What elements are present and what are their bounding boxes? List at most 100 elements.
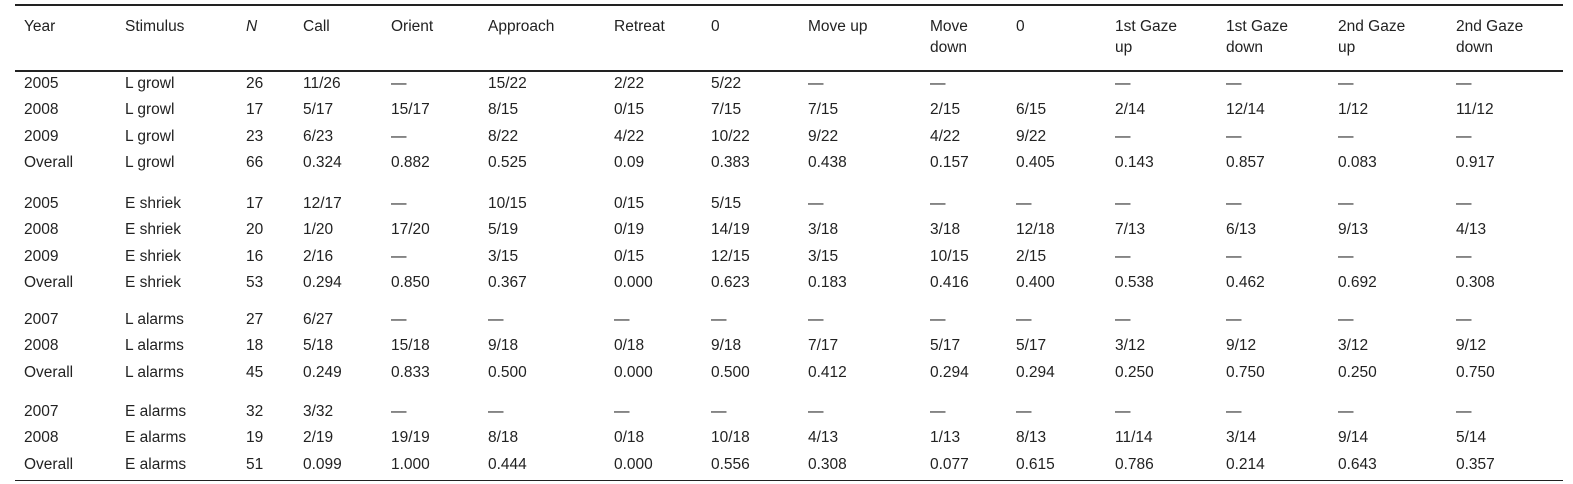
table-cell: 0.462 [1226, 273, 1265, 291]
table-cell: 6/15 [1016, 101, 1047, 119]
table-cell: 1/20 [303, 221, 334, 239]
table-cell: 2009 [24, 127, 59, 145]
table-cell: L alarms [125, 363, 184, 381]
table-cell: 0/15 [614, 195, 645, 212]
table-cell: 0.500 [488, 363, 527, 381]
table-cell: — [1338, 247, 1354, 265]
table-cell: 0.099 [303, 455, 342, 473]
table-cell: 0.525 [488, 153, 527, 171]
table-cell: 0.405 [1016, 153, 1055, 171]
table-cell: — [711, 403, 727, 420]
table-cell: — [1226, 403, 1242, 420]
table-cell: — [930, 195, 946, 212]
table-cell: 19/19 [391, 429, 430, 447]
table-cell: 0.324 [303, 153, 342, 171]
table-cell: — [1456, 247, 1472, 265]
table-cell: 0/19 [614, 221, 645, 239]
table-cell: 0.538 [1115, 273, 1154, 291]
table-cell: 0/15 [614, 101, 645, 119]
table-cell: 9/14 [1338, 429, 1369, 447]
table-cell: 2008 [24, 101, 59, 119]
table-cell: Overall [24, 455, 74, 473]
table-cell: — [391, 75, 407, 92]
table-cell: 0.143 [1115, 153, 1154, 171]
table-cell: 1/13 [930, 429, 961, 447]
table-cell: 2/15 [930, 101, 961, 119]
table-cell: L growl [125, 153, 175, 171]
table-cell: 2/16 [303, 247, 334, 265]
table-cell: — [1338, 127, 1354, 145]
table-cell: 3/18 [930, 221, 961, 239]
table-cell: 17/20 [391, 221, 430, 239]
table-cell: 5/17 [1016, 337, 1047, 355]
table-cell: — [391, 127, 407, 145]
column-header: 2nd Gaze up [1338, 18, 1406, 56]
table-cell: — [1456, 195, 1472, 212]
table-cell: 10/15 [488, 195, 527, 212]
table-cell: — [1115, 127, 1131, 145]
table-cell: — [614, 311, 630, 328]
table-cell: 5/22 [711, 75, 742, 92]
table-cell: 0.444 [488, 455, 527, 473]
table-cell: E shriek [125, 273, 181, 291]
table-cell: 6/13 [1226, 221, 1257, 239]
table-cell: 6/27 [303, 311, 334, 328]
table-cell: E shriek [125, 247, 181, 265]
column-header: Call [303, 18, 330, 35]
table-cell: 3/18 [808, 221, 839, 239]
column-header: 1st Gaze up [1115, 18, 1178, 56]
column-header: Retreat [614, 18, 665, 35]
table-cell: 2008 [24, 337, 59, 355]
table-cell: 12/14 [1226, 101, 1265, 119]
table-cell: 0.367 [488, 273, 527, 291]
table-cell: — [391, 403, 407, 420]
table-cell: 0.000 [614, 273, 653, 291]
table-cell: L growl [125, 75, 175, 92]
table-cell: L alarms [125, 311, 184, 328]
table-cell: 5/14 [1456, 429, 1487, 447]
column-header: Move down [930, 18, 968, 56]
table-cell: 3/12 [1338, 337, 1369, 355]
table-cell: — [614, 403, 630, 420]
table-cell: 15/17 [391, 101, 430, 119]
table-cell: — [1115, 195, 1131, 212]
column-header: 0 [1016, 18, 1025, 35]
table-cell: 17 [246, 101, 264, 119]
table-cell: 16 [246, 247, 264, 265]
table-cell: — [1226, 195, 1242, 212]
table-cell: 0.250 [1115, 363, 1154, 381]
table-cell: — [808, 403, 824, 420]
table-cell: E alarms [125, 403, 187, 420]
table-cell: 7/13 [1115, 221, 1146, 239]
table-cell: 0.294 [930, 363, 969, 381]
table-cell: 2008 [24, 221, 59, 239]
table-cell: 0.083 [1338, 153, 1377, 171]
table-cell: 2007 [24, 403, 59, 420]
table-cell: 12/15 [711, 247, 750, 265]
column-header: 1st Gaze down [1226, 18, 1289, 56]
table-cell: — [488, 403, 504, 420]
table-cell: 32 [246, 403, 264, 420]
table-cell: 19 [246, 429, 264, 447]
table-cell: 3/32 [303, 403, 334, 420]
table-cell: L alarms [125, 337, 184, 355]
table-cell: 14/19 [711, 221, 750, 239]
table-cell: — [1338, 403, 1354, 420]
header-rule [15, 70, 1563, 72]
table-cell: 12/18 [1016, 221, 1055, 239]
table-cell: 11/12 [1456, 101, 1494, 119]
table-cell: — [1115, 311, 1131, 328]
top-rule [15, 4, 1563, 6]
table-cell: 10/22 [711, 127, 750, 145]
table-cell: — [1115, 403, 1131, 420]
table-cell: 0.917 [1456, 153, 1495, 171]
table-cell: 6/23 [303, 127, 334, 145]
table-cell: 12/17 [303, 195, 342, 212]
table-cell: — [808, 311, 824, 328]
table-cell: 0.857 [1226, 153, 1265, 171]
table-cell: 27 [246, 311, 264, 328]
table-cell: — [711, 311, 727, 328]
table-cell: 9/18 [711, 337, 742, 355]
table-cell: 0.750 [1226, 363, 1265, 381]
